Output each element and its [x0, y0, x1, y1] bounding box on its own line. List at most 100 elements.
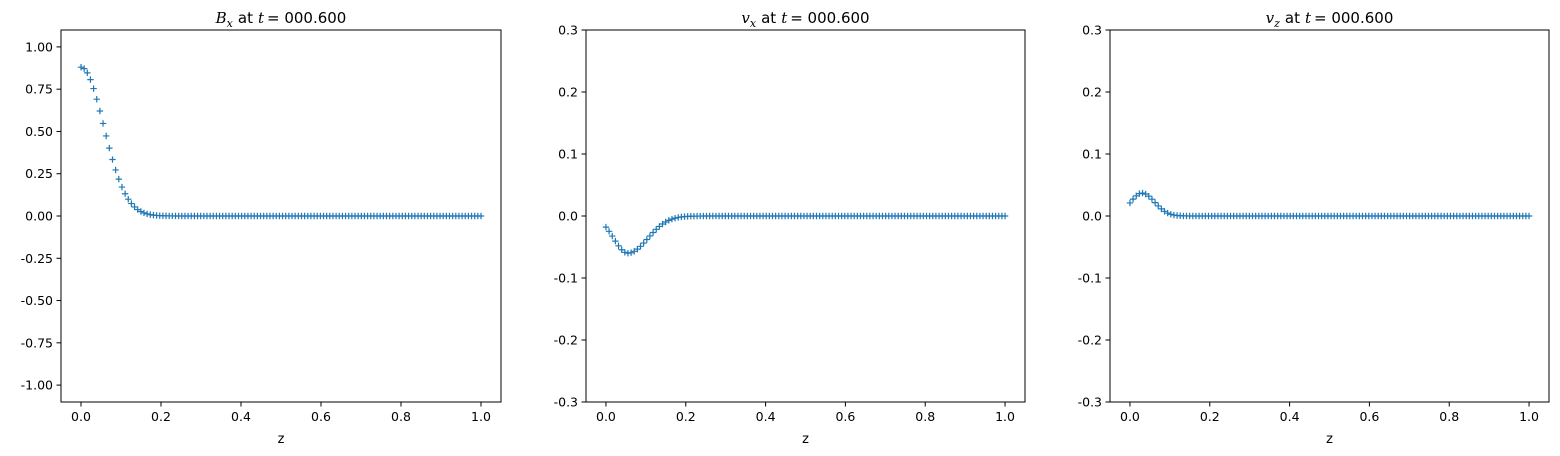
data-point	[143, 210, 151, 218]
y-tick-label: -0.3	[554, 395, 578, 410]
y-tick-label: 0.2	[558, 85, 578, 100]
data-series	[77, 64, 485, 220]
data-series	[1126, 189, 1533, 220]
y-tick-label: 0.3	[1082, 23, 1102, 38]
title-symbol: B	[215, 9, 227, 27]
data-point	[649, 229, 657, 236]
y-tick-label: -0.75	[21, 335, 53, 350]
chart-title: Bx at t = 000.600	[215, 9, 347, 30]
title-at: at	[761, 9, 776, 27]
x-tick-label: 0.8	[391, 409, 411, 424]
data-point	[90, 85, 97, 92]
x-tick-label: 0.6	[311, 409, 331, 424]
data-point	[99, 120, 107, 127]
title-value: = 000.600	[267, 9, 346, 27]
title-var: t	[781, 9, 788, 27]
title-at: at	[1285, 9, 1300, 27]
data-point	[609, 232, 616, 240]
y-tick-label: 1.00	[25, 39, 53, 54]
x-tick-label: 0.4	[231, 409, 251, 424]
data-point	[1164, 209, 1171, 217]
chart-title: vz at t = 000.600	[1266, 9, 1394, 30]
subplot-3: 0.0 0.2 0.4 0.6 0.8 1.0 -0.3 -0.2 -0.1 0.0 0.1 0.2 0…	[1078, 9, 1550, 447]
data-point	[627, 249, 635, 256]
x-tick-label: 0.0	[1120, 409, 1140, 424]
data-point	[1151, 199, 1159, 206]
y-tick-label: 0.50	[25, 124, 53, 139]
y-tick-label: 0.2	[1082, 85, 1102, 100]
x-tick-label: 0.0	[596, 409, 616, 424]
y-tick-label: -0.50	[21, 293, 53, 308]
data-point	[634, 245, 641, 253]
data-point	[84, 69, 91, 77]
x-tick-label: 0.0	[71, 409, 91, 424]
data-point	[612, 237, 619, 245]
data-point	[118, 183, 126, 191]
x-tick-label: 0.2	[1200, 409, 1220, 424]
data-point	[671, 214, 679, 222]
x-tick-label: 0.6	[1359, 409, 1379, 424]
x-tick-label: 0.4	[756, 409, 776, 424]
title-subscript: z	[1273, 17, 1280, 30]
data-point	[668, 215, 676, 223]
data-point	[140, 209, 148, 217]
data-point	[1167, 211, 1175, 218]
title-subscript: x	[750, 17, 757, 30]
x-tick-label: 1.0	[471, 409, 491, 424]
data-point	[102, 132, 110, 140]
data-series	[602, 212, 1009, 257]
data-point	[80, 65, 88, 72]
data-point	[1145, 192, 1153, 200]
title-at: at	[238, 9, 253, 27]
y-tick-label: 0.0	[1082, 209, 1102, 224]
data-point	[112, 166, 119, 174]
x-tick-label: 0.6	[835, 409, 855, 424]
title-var: t	[1305, 9, 1312, 27]
data-point	[109, 156, 116, 163]
y-tick-label: -0.1	[1078, 271, 1102, 286]
data-point	[77, 64, 85, 71]
data-point	[1139, 189, 1146, 197]
y-tick-label: 0.1	[1082, 147, 1102, 162]
x-tick-label: 0.2	[151, 409, 171, 424]
y-tick-label: 0.00	[25, 209, 53, 224]
x-tick-label: 0.4	[1280, 409, 1300, 424]
data-point	[106, 144, 113, 152]
data-point	[665, 217, 673, 224]
data-point	[477, 212, 485, 220]
data-point	[121, 190, 129, 197]
title-value: = 000.600	[1314, 9, 1393, 27]
data-point	[1126, 199, 1134, 207]
y-tick-label: 0.3	[558, 23, 578, 38]
subplot-2: 0.0 0.2 0.4 0.6 0.8 1.0 -0.3 -0.2 -0.1 0.0 0.1 0.2 0…	[554, 9, 1026, 447]
y-tick-label: -0.25	[21, 251, 53, 266]
x-tick-label: 0.2	[676, 409, 696, 424]
data-point	[93, 96, 100, 103]
data-point	[643, 236, 651, 243]
data-point	[602, 223, 610, 231]
title-symbol: v	[1266, 9, 1275, 27]
data-point	[621, 249, 629, 256]
x-tick-label: 0.8	[915, 409, 935, 424]
data-point	[1148, 196, 1156, 203]
data-point	[1001, 212, 1009, 220]
y-tick-label: 0.1	[558, 147, 578, 162]
data-point	[637, 243, 644, 250]
data-point	[640, 239, 647, 247]
y-tick-label: -1.00	[21, 378, 53, 393]
y-tick-label: -0.2	[554, 333, 578, 348]
data-point	[605, 228, 613, 235]
y-tick-label: -0.3	[1078, 395, 1102, 410]
data-point	[125, 195, 132, 203]
title-var: t	[258, 9, 265, 27]
data-point	[653, 226, 660, 233]
data-point	[1525, 212, 1533, 220]
data-point	[646, 232, 654, 240]
y-tick-label: 0.0	[558, 209, 578, 224]
y-tick-label: -0.2	[1078, 333, 1102, 348]
title-value: = 000.600	[790, 9, 869, 27]
data-point	[96, 107, 104, 115]
title-symbol: v	[741, 9, 750, 27]
x-tick-label: 1.0	[1519, 409, 1539, 424]
x-axis-label: z	[1326, 432, 1333, 447]
